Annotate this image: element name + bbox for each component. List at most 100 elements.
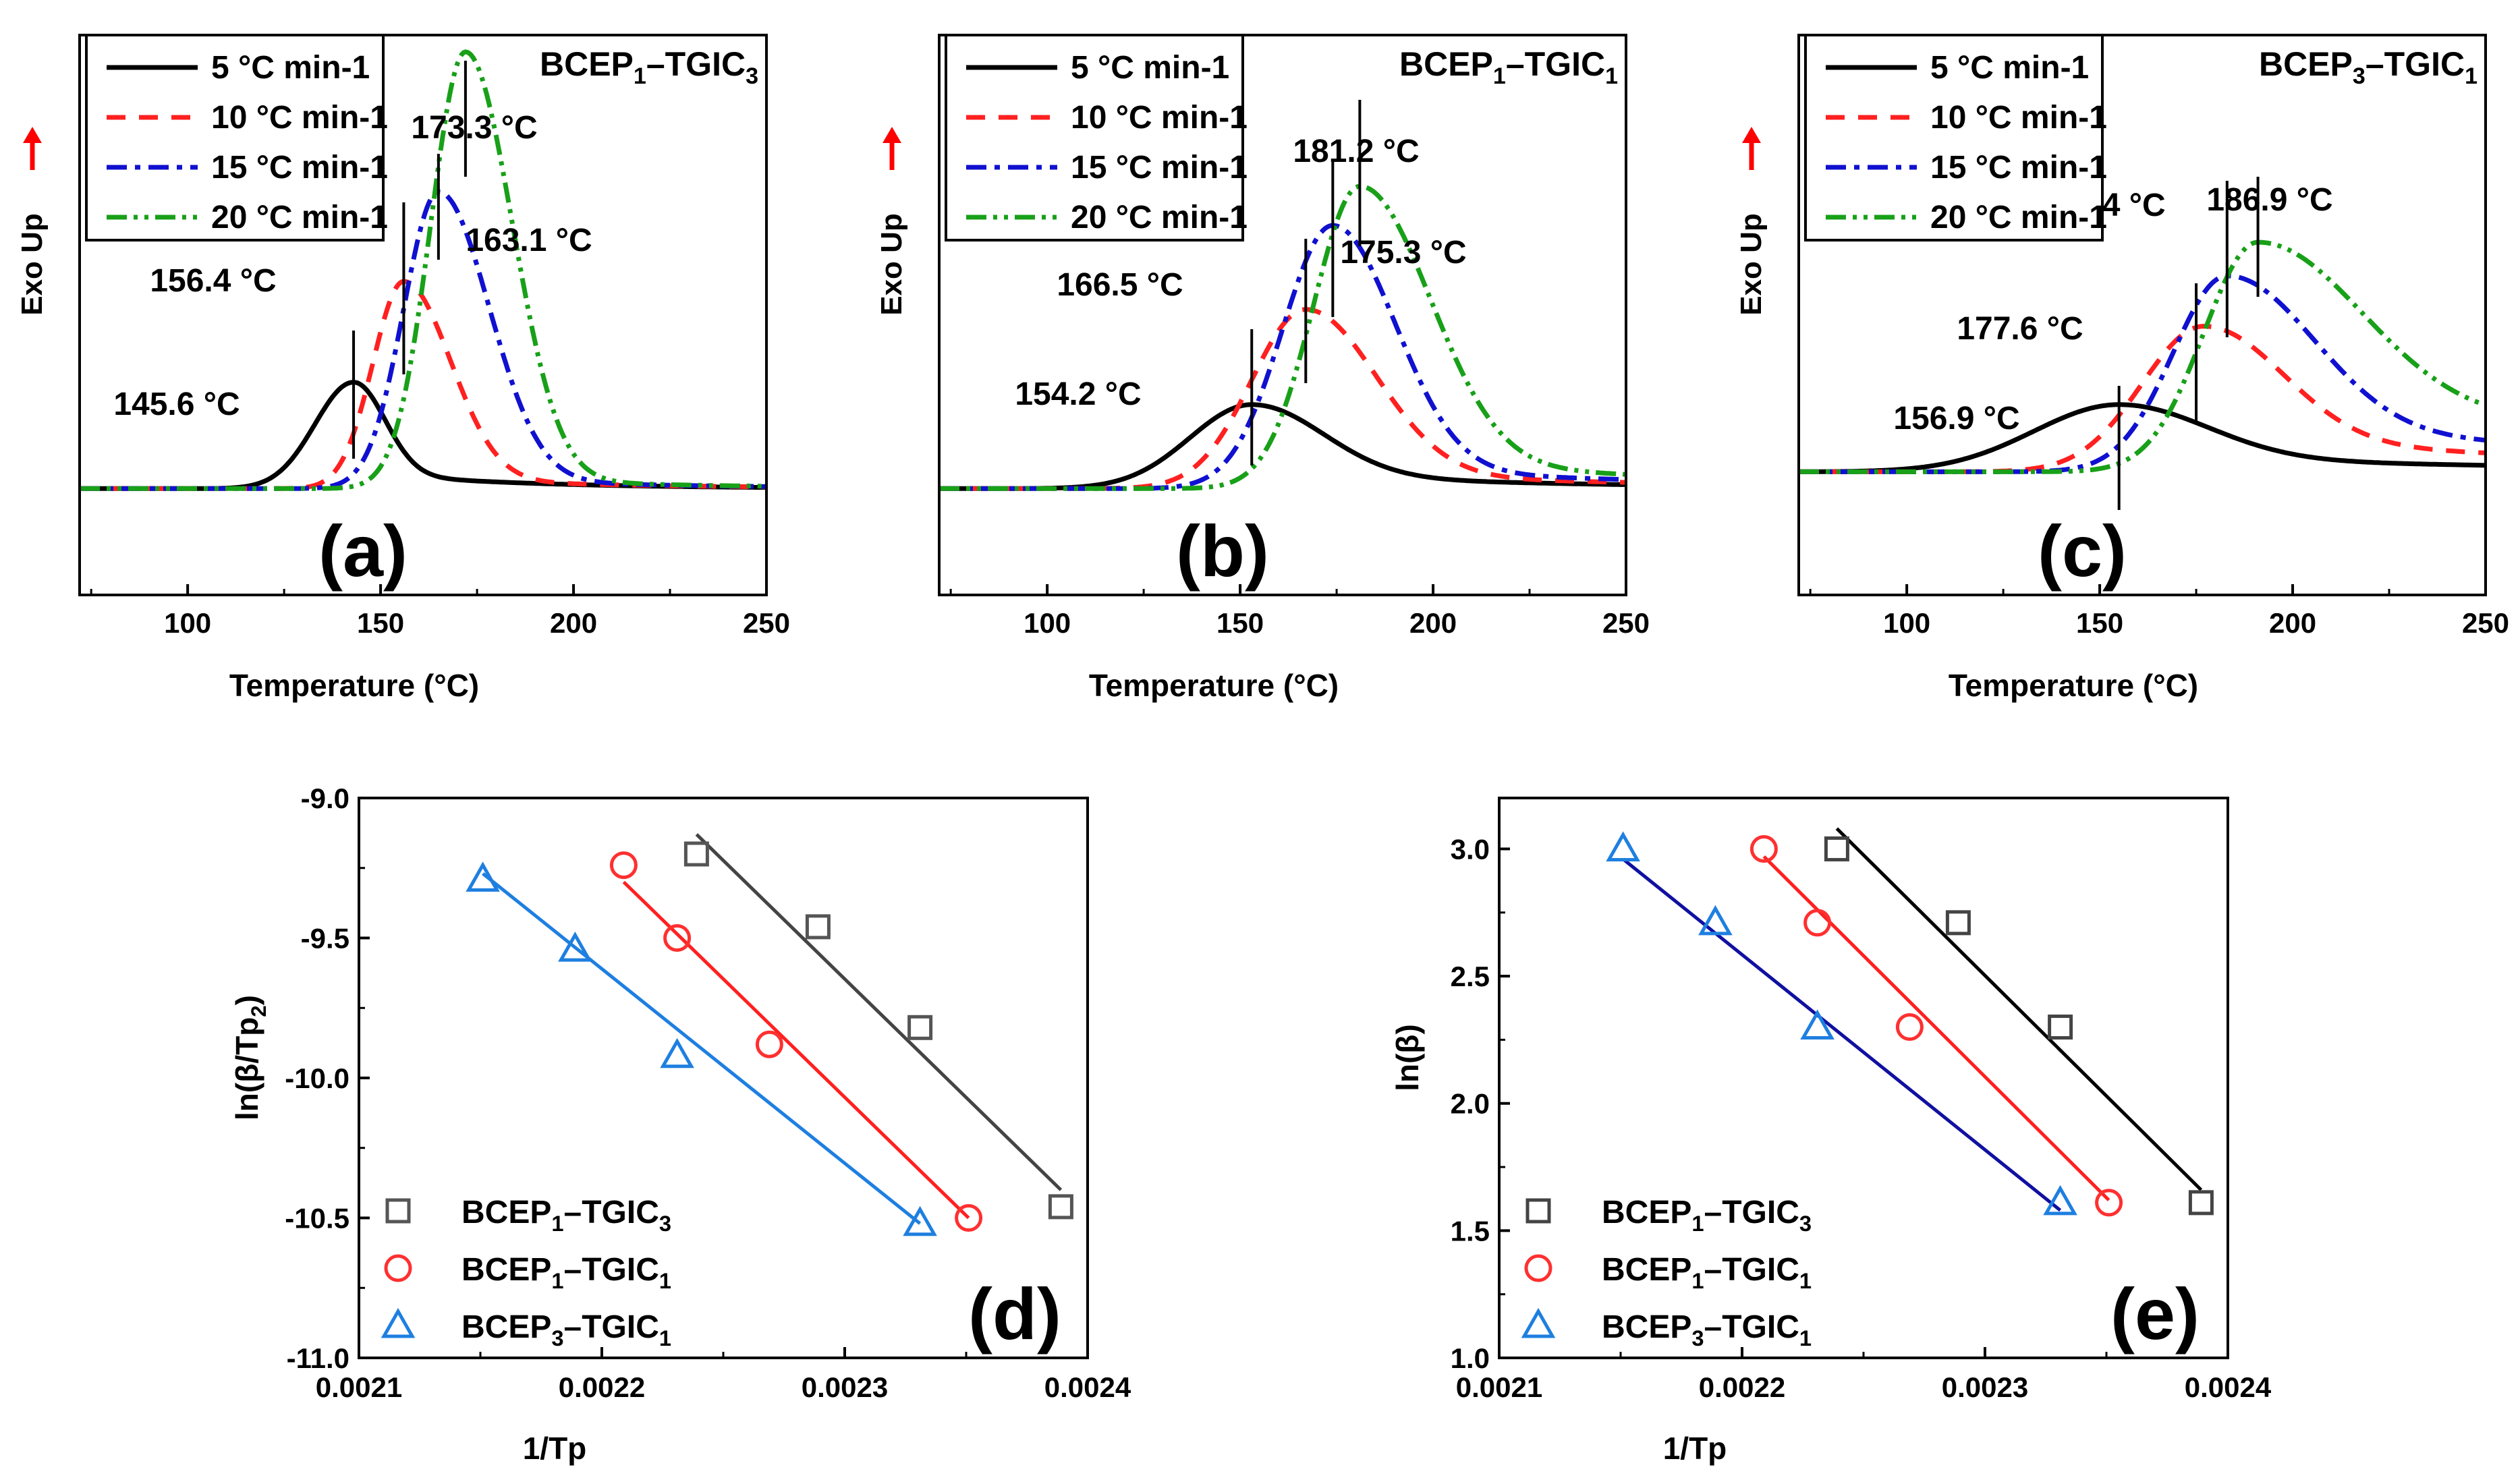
series-line-3: [1799, 239, 2487, 474]
x-tick-label: 0.0022: [1699, 1371, 1785, 1403]
x-axis-label: 1/Tp: [523, 1431, 587, 1466]
legend-label-1: BCEP1–TGIC1: [461, 1252, 671, 1293]
y-axis-label-part-0: ln(β/Tp: [229, 1017, 264, 1120]
legend-label-2-part-2: –TGIC: [564, 1309, 659, 1345]
x-tick-label: 250: [1602, 607, 1650, 639]
legend-marker-0: [385, 1198, 411, 1224]
x-tick-label: 150: [2076, 607, 2123, 639]
legend-label-3: 20 °C min-1: [1930, 200, 2107, 235]
y-axis-label: Exo Up: [1735, 213, 1768, 316]
y-tick-label: 1.0: [1451, 1342, 1490, 1374]
legend-label-0: BCEP1–TGIC3: [461, 1195, 671, 1236]
data-point-1-3: [2095, 1189, 2123, 1217]
series-line-2: [939, 223, 1627, 491]
fit-line-1: [1762, 855, 2110, 1201]
panel-label: (e): [2110, 1273, 2200, 1355]
legend-label-2: BCEP3–TGIC1: [461, 1309, 671, 1350]
x-tick-label: 0.0024: [1044, 1371, 1131, 1403]
legend-label-2-part-0: BCEP: [461, 1309, 551, 1345]
x-tick-label: 200: [2269, 607, 2316, 639]
x-tick-label: 250: [2462, 607, 2509, 639]
legend-label-0-part-0: BCEP: [1602, 1195, 1691, 1230]
x-tick-label: 200: [550, 607, 597, 639]
panel-title-part-2: –TGIC: [1506, 45, 1605, 83]
plot-frame: [78, 34, 768, 596]
data-point-2-3: [903, 1205, 937, 1236]
peak-label-0: 154.2 °C: [1015, 376, 1141, 412]
panel-label: (d): [968, 1273, 1061, 1355]
y-axis-label: Exo Up: [16, 213, 49, 316]
x-tick-label: 200: [1409, 607, 1457, 639]
plot-frame: [1797, 34, 2487, 596]
series-line-1: [80, 279, 767, 491]
legend-box: [1804, 36, 2104, 241]
data-point-1-3: [955, 1204, 983, 1232]
legend-label-3: 20 °C min-1: [1071, 200, 1248, 235]
x-tick-label: 0.0023: [802, 1371, 888, 1403]
data-point-0-3: [1048, 1194, 1073, 1220]
series-line-3: [80, 49, 766, 491]
y-axis-label: Exo Up: [875, 213, 908, 316]
data-point-0-1: [1945, 910, 1971, 936]
legend-label-1: 10 °C min-1: [1930, 100, 2107, 136]
data-point-1-1: [663, 924, 692, 952]
y-tick-label: -11.0: [287, 1342, 349, 1374]
y-tick-label: 2.0: [1451, 1088, 1490, 1120]
data-point-0-1: [805, 914, 831, 940]
data-point-1-2: [755, 1030, 783, 1058]
panel-label: (a): [318, 510, 408, 592]
legend-label-2-part-3: 1: [659, 1326, 671, 1350]
panel-title: BCEP3–TGIC1: [2259, 45, 2477, 89]
peak-label-0: 145.6 °C: [113, 387, 240, 422]
legend-marker-2: [381, 1307, 416, 1338]
legend-label-0-part-3: 3: [659, 1211, 671, 1236]
fit-line-2: [482, 872, 922, 1225]
x-tick-label: 0.0021: [1456, 1371, 1542, 1403]
panel-title-part-1: 1: [1493, 63, 1506, 89]
data-point-1-2: [1895, 1013, 1924, 1042]
data-point-0-0: [1824, 836, 1849, 861]
data-point-0-3: [2188, 1190, 2214, 1216]
plot-frame: [938, 34, 1627, 596]
legend-label-2-part-2: –TGIC: [1704, 1309, 1799, 1345]
peak-label-1: 156.4 °C: [150, 263, 276, 299]
legend-label-2: 15 °C min-1: [1071, 150, 1248, 186]
exo-up-arrow-head: [23, 127, 42, 143]
panel-label: (c): [2038, 510, 2127, 592]
panel-title-part-0: BCEP: [1399, 45, 1493, 83]
legend-label-1-part-1: 1: [551, 1268, 563, 1293]
legend-label-1-part-2: –TGIC: [1704, 1252, 1799, 1288]
legend-label-1-part-3: 1: [1799, 1268, 1812, 1293]
fit-line-0: [1835, 827, 2203, 1191]
legend-marker-1: [384, 1254, 412, 1282]
data-point-2-3: [2043, 1185, 2077, 1216]
panel-title-part-1: 3: [2353, 63, 2365, 89]
legend-label-2: 15 °C min-1: [1930, 150, 2107, 186]
legend-label-2: BCEP3–TGIC1: [1602, 1309, 1812, 1350]
data-point-2-1: [558, 932, 592, 962]
y-axis-label-part-1: 2: [247, 1005, 271, 1017]
legend-label-1-part-0: BCEP: [461, 1252, 551, 1288]
data-point-1-0: [1749, 834, 1778, 863]
legend-label-0-part-2: –TGIC: [564, 1195, 659, 1230]
x-axis-label: 1/Tp: [1663, 1431, 1727, 1466]
x-tick-label: 100: [164, 607, 211, 639]
legend-label-0: 5 °C min-1: [1930, 50, 2089, 86]
legend-label-2-part-0: BCEP: [1602, 1309, 1691, 1345]
legend-label-0-part-2: –TGIC: [1704, 1195, 1799, 1230]
peak-label-3: 181.2 °C: [1293, 134, 1419, 169]
series-line-3: [939, 183, 1627, 491]
data-point-0-0: [683, 841, 709, 867]
panel-title-part-3: 1: [1605, 63, 1618, 89]
legend-marker-0: [1525, 1198, 1551, 1224]
data-point-2-1: [1698, 905, 1733, 936]
y-tick-label: 3.0: [1451, 833, 1490, 865]
legend-label-2: 15 °C min-1: [211, 150, 388, 186]
legend-label-1: BCEP1–TGIC1: [1602, 1252, 1812, 1293]
legend-label-2-part-3: 1: [1799, 1326, 1812, 1350]
panel-title-part-3: 1: [2465, 63, 2477, 89]
x-axis-label: Temperature (°C): [1089, 668, 1339, 703]
data-point-0-2: [2048, 1015, 2073, 1040]
